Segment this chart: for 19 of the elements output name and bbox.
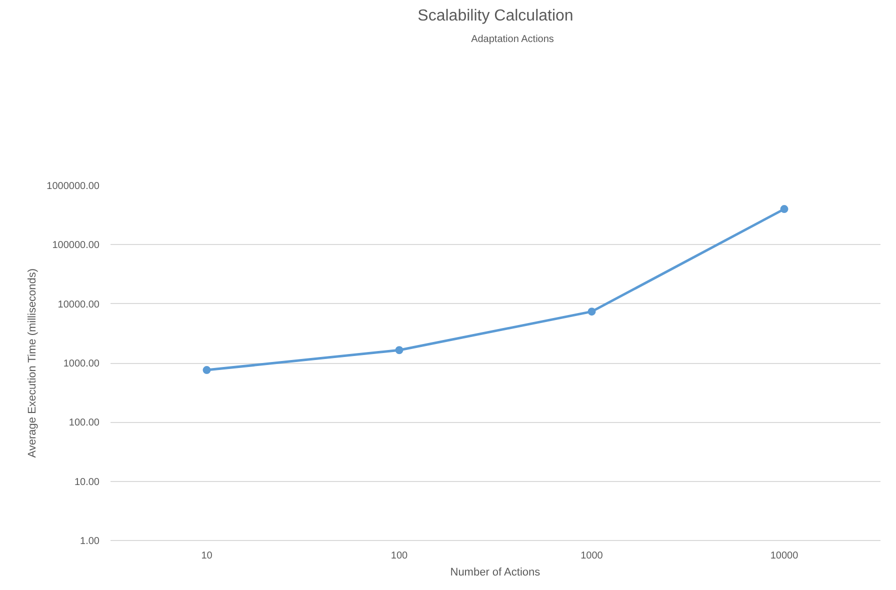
point: [202, 366, 211, 374]
y-tick-label: 10000.00: [58, 299, 100, 310]
point: [588, 308, 596, 316]
x-axis-title: Number of Actions: [450, 566, 541, 578]
chart-title: Scalability Calculation: [418, 8, 574, 24]
y-tick-label: 100.00: [68, 418, 100, 429]
x-tick-label: 1000: [580, 550, 604, 562]
point: [395, 346, 404, 354]
x-tick-label: 100: [390, 550, 408, 562]
x-tick-label: 10000: [770, 550, 799, 562]
y-tick-label: 1000000.00: [46, 181, 100, 192]
y-tick-label: 1.00: [80, 536, 100, 547]
text: Adaptation Actions: [471, 34, 554, 44]
y-tick-label: 1000.00: [63, 358, 100, 370]
y-tick-label: 10.00: [74, 476, 100, 488]
y-tick-label: 100000.00: [52, 240, 100, 252]
x-tick-label: 10: [201, 550, 213, 562]
y-axis-title: Average Execution Time (milliseconds): [26, 268, 39, 458]
point: [780, 205, 788, 214]
